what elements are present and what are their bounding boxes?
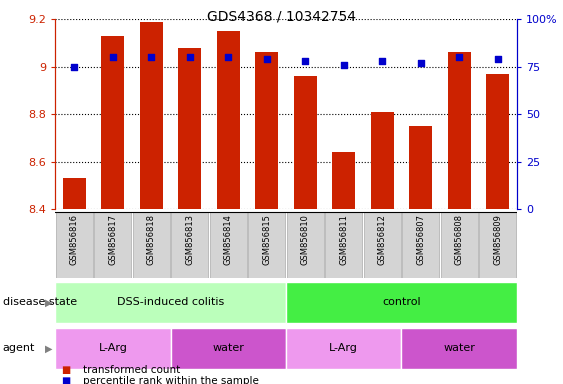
FancyBboxPatch shape <box>287 212 324 278</box>
Bar <box>486 74 509 209</box>
Bar <box>140 22 163 209</box>
Text: GSM856815: GSM856815 <box>262 214 271 265</box>
FancyBboxPatch shape <box>171 212 208 278</box>
Bar <box>448 53 471 209</box>
Bar <box>255 53 278 209</box>
FancyBboxPatch shape <box>325 212 362 278</box>
Text: ■: ■ <box>61 376 70 384</box>
Text: GSM856812: GSM856812 <box>378 214 387 265</box>
Text: GSM856814: GSM856814 <box>224 214 233 265</box>
FancyBboxPatch shape <box>171 328 286 369</box>
Text: L-Arg: L-Arg <box>99 343 127 354</box>
Bar <box>178 48 202 209</box>
Text: GSM856809: GSM856809 <box>493 214 502 265</box>
Point <box>224 54 233 60</box>
Point <box>455 54 464 60</box>
Text: percentile rank within the sample: percentile rank within the sample <box>83 376 259 384</box>
FancyBboxPatch shape <box>55 281 286 323</box>
Text: GSM856808: GSM856808 <box>455 214 463 265</box>
Text: ▶: ▶ <box>45 343 52 354</box>
Text: transformed count: transformed count <box>83 365 181 375</box>
FancyBboxPatch shape <box>210 212 247 278</box>
Point <box>416 60 425 66</box>
Text: GSM856816: GSM856816 <box>70 214 79 265</box>
Text: GSM856810: GSM856810 <box>301 214 310 265</box>
Text: GSM856817: GSM856817 <box>109 214 117 265</box>
FancyBboxPatch shape <box>441 212 477 278</box>
Text: ■: ■ <box>61 365 70 375</box>
Point <box>493 56 502 62</box>
Text: water: water <box>443 343 475 354</box>
Bar <box>294 76 317 209</box>
FancyBboxPatch shape <box>95 212 131 278</box>
Text: L-Arg: L-Arg <box>329 343 358 354</box>
Point <box>301 58 310 64</box>
FancyBboxPatch shape <box>56 212 93 278</box>
Text: agent: agent <box>3 343 35 354</box>
FancyBboxPatch shape <box>286 281 517 323</box>
Bar <box>332 152 355 209</box>
FancyBboxPatch shape <box>364 212 401 278</box>
Text: GSM856811: GSM856811 <box>339 214 348 265</box>
Text: water: water <box>212 343 244 354</box>
Point <box>378 58 387 64</box>
Bar <box>409 126 432 209</box>
Text: disease state: disease state <box>3 297 77 308</box>
FancyBboxPatch shape <box>402 212 439 278</box>
Point <box>339 62 348 68</box>
FancyBboxPatch shape <box>401 328 517 369</box>
FancyBboxPatch shape <box>479 212 516 278</box>
Point <box>108 54 117 60</box>
Text: GSM856813: GSM856813 <box>185 214 194 265</box>
Point <box>262 56 271 62</box>
Bar <box>370 112 394 209</box>
Text: GSM856818: GSM856818 <box>147 214 156 265</box>
FancyBboxPatch shape <box>286 328 401 369</box>
FancyBboxPatch shape <box>55 328 171 369</box>
Text: GDS4368 / 10342754: GDS4368 / 10342754 <box>207 10 356 23</box>
Text: GSM856807: GSM856807 <box>416 214 425 265</box>
FancyBboxPatch shape <box>133 212 170 278</box>
Bar <box>217 31 240 209</box>
Point <box>70 64 79 70</box>
Point <box>147 54 156 60</box>
Bar <box>101 36 124 209</box>
Text: DSS-induced colitis: DSS-induced colitis <box>117 297 224 308</box>
Point <box>185 54 194 60</box>
Text: control: control <box>382 297 421 308</box>
FancyBboxPatch shape <box>248 212 285 278</box>
Bar <box>63 179 86 209</box>
Text: ▶: ▶ <box>45 297 52 308</box>
